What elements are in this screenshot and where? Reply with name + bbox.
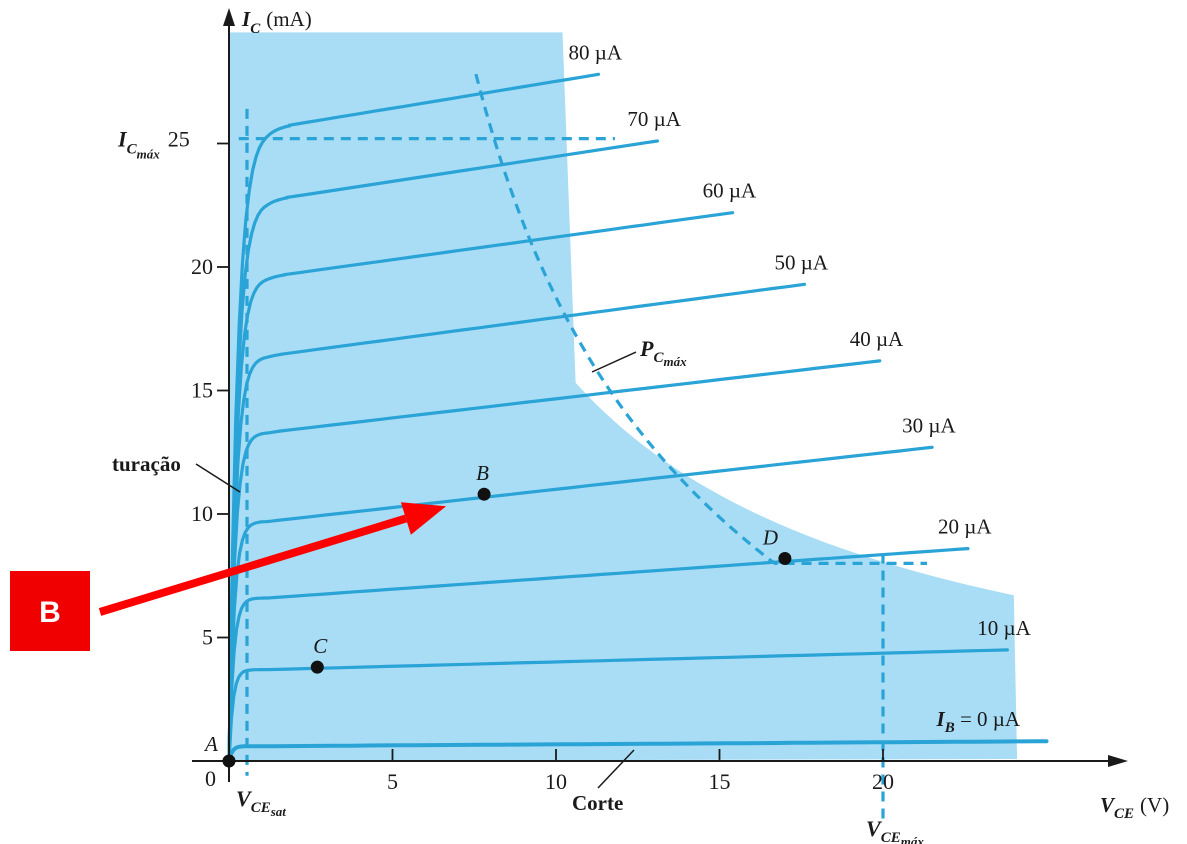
point-label-d: D xyxy=(762,526,778,550)
y-axis-title-sub: C xyxy=(250,21,261,37)
ic-max-tick-label: 25 xyxy=(168,127,190,152)
cutoff-region-label: Corte xyxy=(572,791,623,815)
x-ticks: 5 10 15 xyxy=(387,749,884,794)
curve-80ua xyxy=(227,72,601,763)
y-tick-label: 15 xyxy=(191,378,213,403)
saturation-leader-line xyxy=(195,463,241,493)
annotation-marker-box xyxy=(10,571,90,651)
curve-labels: IB = 0 µA 10 µA 20 µA 30 µA 40 µA 50 µA 60 µA 7… xyxy=(569,40,1032,736)
vce-max-label-main: V xyxy=(866,816,883,841)
ic-max-label: ICmáx 25 xyxy=(117,127,190,162)
curve-20ua xyxy=(227,547,970,763)
vce-sat-label: VCEsat xyxy=(236,786,286,819)
cutoff-leader-line xyxy=(597,749,635,789)
curve-label-30ua: 30 µA xyxy=(902,413,956,437)
annotation-marker-text: B xyxy=(39,596,61,629)
vce-max-label-sub: CE xyxy=(881,830,901,844)
pc-max-label-subsub: máx xyxy=(663,354,687,369)
annotation-arrowhead xyxy=(400,502,447,535)
pc-max-label-main: P xyxy=(639,336,654,361)
y-tick-label: 5 xyxy=(202,625,213,650)
x-axis-title-main: V xyxy=(1100,793,1116,817)
vce-max-label: VCEmáx xyxy=(866,816,924,844)
x-axis-title: VCE (V) xyxy=(1100,793,1169,822)
curve-10ua xyxy=(227,648,1009,763)
origin-label: 0 xyxy=(205,766,216,791)
y-tick-label: 20 xyxy=(191,254,213,279)
curve-30ua xyxy=(227,445,934,763)
pc-max-label: PCmáx xyxy=(639,336,687,369)
annotation-arrow-line xyxy=(98,514,408,616)
curve-label-10ua: 10 µA xyxy=(977,616,1031,640)
point-label-a: A xyxy=(203,732,218,756)
point-b xyxy=(477,487,491,501)
curve-label-0ua: IB = 0 µA xyxy=(936,707,1021,736)
vce-max-tick-label: 20 xyxy=(872,769,894,794)
point-label-c: C xyxy=(313,634,328,658)
x-tick-label: 15 xyxy=(709,769,731,794)
curve-label-80ua: 80 µA xyxy=(569,40,623,64)
y-axis-title-main: I xyxy=(241,7,251,31)
curve-70ua xyxy=(227,139,659,763)
x-axis-arrowhead xyxy=(1108,755,1128,767)
x-axis-title-sub: CE xyxy=(1114,806,1134,822)
characteristic-curves xyxy=(227,72,1049,763)
curve-60ua xyxy=(227,211,735,763)
y-axis-title: IC (mA) xyxy=(241,7,312,37)
curve-label-50ua: 50 µA xyxy=(775,250,829,274)
vce-sat-label-subsub: sat xyxy=(270,804,287,819)
x-tick-label: 5 xyxy=(387,769,398,794)
curve-label-20ua: 20 µA xyxy=(938,515,992,539)
y-axis-arrowhead xyxy=(223,8,235,26)
x-axis-title-unit: (V) xyxy=(1140,793,1169,817)
curve-label-70ua: 70 µA xyxy=(627,107,681,131)
vce-max-label-subsub: máx xyxy=(901,834,925,844)
curve-50ua xyxy=(227,282,807,763)
vce-sat-label-main: V xyxy=(236,786,253,811)
ic-max-label-sub: C xyxy=(127,142,138,158)
ic-max-label-subsub: máx xyxy=(137,147,161,162)
point-c xyxy=(310,660,324,674)
ic-max-label-main: I xyxy=(117,127,128,152)
operating-points: A B C D xyxy=(203,461,792,768)
x-tick-label: 10 xyxy=(545,769,567,794)
pc-max-label-sub: C xyxy=(653,350,664,366)
point-d xyxy=(778,552,792,565)
pc-max-curve xyxy=(474,73,928,565)
curve-label-40ua: 40 µA xyxy=(850,327,904,351)
vce-sat-label-sub: CE xyxy=(251,800,271,816)
point-a xyxy=(222,754,236,768)
point-label-b: B xyxy=(476,461,489,485)
y-tick-label: 10 xyxy=(191,501,213,526)
curve-40ua xyxy=(227,359,882,763)
saturation-region-label: turação xyxy=(112,452,181,476)
pc-max-leader-line xyxy=(591,351,637,373)
y-ticks: 5 10 15 20 xyxy=(191,142,229,650)
curve-label-60ua: 60 µA xyxy=(703,179,757,203)
curve-0ua xyxy=(227,739,1049,763)
safe-operating-region xyxy=(229,32,1018,761)
y-axis-title-unit: (mA) xyxy=(266,7,312,31)
